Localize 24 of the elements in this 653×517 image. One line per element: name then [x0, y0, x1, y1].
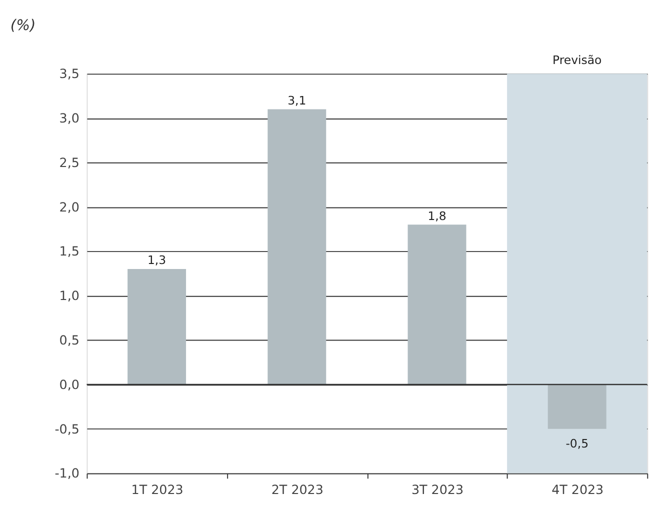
y-tick-label: 1,0 [59, 288, 80, 304]
y-tick-label: 3,5 [59, 66, 80, 82]
x-tick-label: 1T 2023 [131, 482, 184, 498]
data-label: 1,3 [147, 253, 166, 268]
bar [268, 109, 326, 384]
data-label: 1,8 [428, 208, 446, 223]
data-label: -0,5 [566, 436, 589, 450]
y-tick-label: 2,0 [59, 199, 80, 214]
bar [128, 269, 186, 384]
y-tick-label: -1,0 [54, 466, 80, 481]
y-tick-label: 3,0 [59, 110, 80, 126]
bar [548, 384, 606, 429]
y-tick-label: 2,5 [59, 154, 80, 170]
y-tick-label: 1,5 [59, 244, 80, 259]
y-tick-label: 0,5 [59, 332, 80, 348]
x-tick-label: 2T 2023 [271, 482, 324, 498]
y-axis-title: (%) [10, 16, 36, 34]
x-tick-label: 3T 2023 [411, 482, 464, 498]
y-tick-label: 0,0 [59, 376, 80, 392]
y-tick-label: -0,5 [54, 421, 80, 436]
bar [408, 224, 466, 384]
data-label: 3,1 [288, 93, 306, 108]
x-tick-label: 4T 2023 [552, 482, 604, 498]
band-label: Previsão [552, 52, 602, 67]
